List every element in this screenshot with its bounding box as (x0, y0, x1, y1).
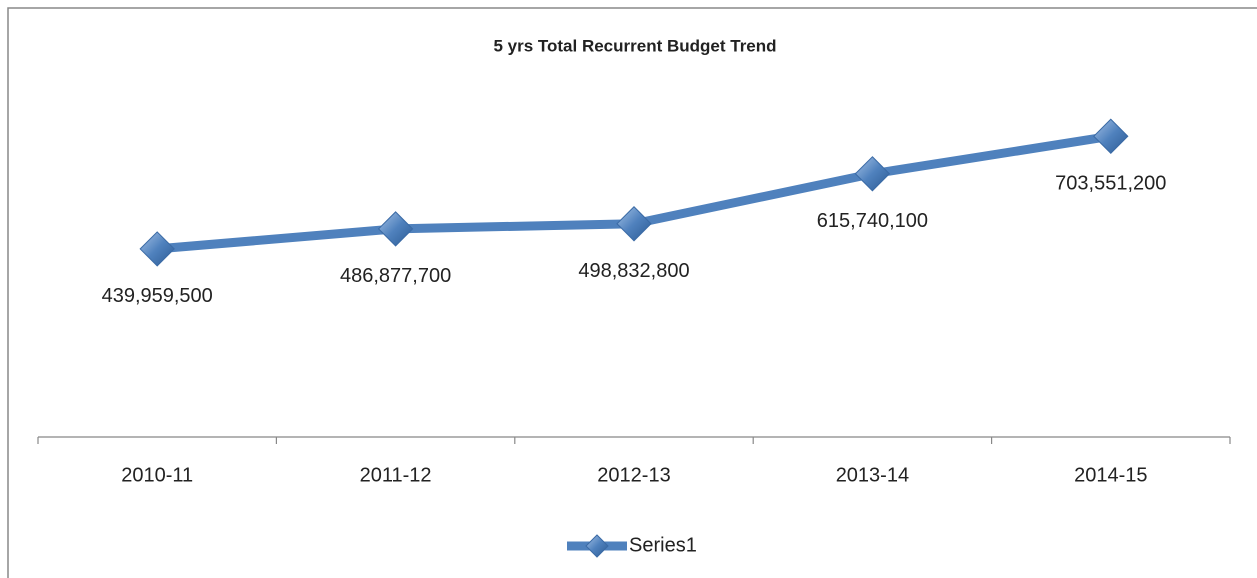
point-marker (854, 156, 891, 192)
x-tick-label: 2010-11 (121, 464, 193, 486)
x-tick-label: 2011-12 (360, 464, 432, 486)
point-marker (1093, 118, 1129, 154)
point-marker (377, 211, 414, 247)
data-label: 615,740,100 (817, 210, 928, 232)
point-marker (139, 231, 175, 267)
x-tick-label: 2014-15 (1074, 464, 1147, 486)
legend-label: Series1 (629, 534, 697, 556)
data-label: 439,959,500 (102, 285, 213, 307)
x-tick-label: 2013-14 (836, 464, 909, 486)
data-label: 498,832,800 (578, 260, 689, 282)
chart-frame (7, 7, 1257, 578)
chart-title: 5 yrs Total Recurrent Budget Trend (493, 36, 776, 55)
legend-marker (585, 534, 609, 558)
data-label: 703,551,200 (1055, 173, 1166, 195)
x-tick-label: 2012-13 (597, 464, 670, 486)
point-marker (616, 206, 652, 242)
data-label: 486,877,700 (340, 265, 451, 287)
